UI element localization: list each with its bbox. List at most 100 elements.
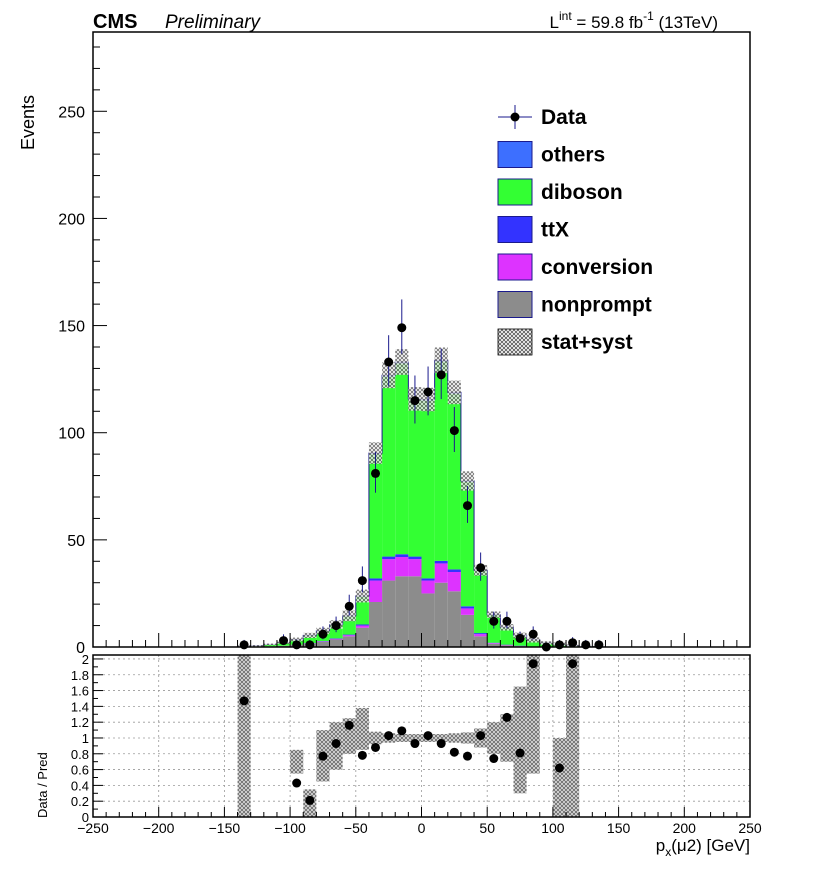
ratio-plot: 00.20.40.60.811.21.41.61.82−250 −200 −150−… xyxy=(71,652,762,836)
data-point xyxy=(568,638,578,648)
uncertainty-bin xyxy=(342,610,356,622)
ratio-point xyxy=(331,739,341,749)
ratio-point xyxy=(423,731,433,741)
bar-conversion xyxy=(474,634,488,637)
ratio-band-bin xyxy=(368,731,383,745)
ratio-band-bin xyxy=(237,655,251,817)
uncertainty-bin xyxy=(355,589,369,603)
x-tick-label: 100 xyxy=(541,820,565,836)
ratio-point xyxy=(410,739,420,749)
lumi-exp: -1 xyxy=(643,9,654,23)
bar-nonprompt xyxy=(408,576,422,647)
series-nonprompt xyxy=(250,576,567,648)
y-tick-label: 100 xyxy=(58,426,85,443)
data-point xyxy=(528,629,538,639)
bar-ttX xyxy=(460,606,475,609)
ratio-point xyxy=(371,742,381,752)
ratio-point xyxy=(305,795,315,805)
bar-nonprompt xyxy=(460,614,475,647)
series-ttX xyxy=(303,554,527,647)
legend-item-stat: stat+syst xyxy=(497,328,633,356)
legend-item-others: others xyxy=(497,141,605,168)
legend-swatch xyxy=(497,291,533,318)
ratio-point xyxy=(554,763,564,773)
legend-item-ttX: ttX xyxy=(497,216,569,243)
data-point xyxy=(594,640,604,650)
legend-swatch xyxy=(497,216,533,243)
ratio-point xyxy=(568,659,578,669)
data-points xyxy=(239,299,604,652)
ratio-y-tick-label: 0.4 xyxy=(71,778,89,793)
bar-ttX xyxy=(395,554,409,557)
bar-conversion xyxy=(382,559,396,581)
x-tick-label: 250 xyxy=(738,820,762,836)
y-axis-label: Events xyxy=(18,95,38,150)
bar-nonprompt xyxy=(421,593,435,647)
data-point xyxy=(357,576,367,586)
bar-diboson xyxy=(526,639,540,647)
bar-ttX xyxy=(408,556,422,560)
bar-conversion xyxy=(487,643,501,644)
data-point xyxy=(279,636,289,646)
x-axis-label-main: p xyxy=(656,836,665,855)
bar-nonprompt xyxy=(355,627,369,647)
data-point xyxy=(331,621,341,631)
ratio-band-bin xyxy=(460,732,475,744)
legend-swatch xyxy=(497,141,533,168)
x-tick-label: −50 xyxy=(344,820,368,836)
data-point xyxy=(449,426,459,436)
x-tick-label: −100 xyxy=(274,820,306,836)
bar-diboson xyxy=(382,376,396,557)
uncertainty-bin xyxy=(290,637,304,642)
bar-conversion xyxy=(355,625,369,628)
ratio-band-bin xyxy=(526,655,540,774)
bar-nonprompt xyxy=(316,641,330,647)
ratio-y-tick-label: 0 xyxy=(82,810,89,825)
bar-ttX xyxy=(368,578,383,581)
bar-ttX xyxy=(382,556,396,560)
ratio-point xyxy=(384,731,394,741)
legend-label: nonprompt xyxy=(541,294,652,317)
ratio-y-axis-label: Data / Pred xyxy=(35,752,50,818)
bar-nonprompt xyxy=(368,602,383,647)
data-point xyxy=(305,640,315,650)
x-tick-label: 150 xyxy=(607,820,631,836)
data-point xyxy=(476,563,486,573)
legend-label: stat+syst xyxy=(541,331,633,354)
ratio-band-bin xyxy=(355,707,369,750)
ratio-y-tick-label: 0.2 xyxy=(71,794,89,809)
ratio-band-bin xyxy=(500,714,514,762)
x-tick-label: −250 xyxy=(77,820,109,836)
bar-diboson xyxy=(263,644,277,647)
legend-data-marker xyxy=(510,112,520,122)
ratio-band-bin xyxy=(566,655,580,817)
ratio-point xyxy=(397,726,407,736)
bar-nonprompt xyxy=(500,645,514,647)
bar-diboson xyxy=(421,400,435,579)
legend-item-diboson: diboson xyxy=(497,178,623,206)
data-point xyxy=(344,601,354,611)
data-point xyxy=(410,396,420,406)
data-point xyxy=(436,370,446,380)
data-point xyxy=(371,468,381,478)
ratio-point xyxy=(239,696,249,706)
legend-label: ttX xyxy=(541,219,569,242)
legend-label: diboson xyxy=(541,181,623,204)
legend: Data others diboson ttX conversion nonprompt s… xyxy=(497,105,653,356)
x-tick-label: 200 xyxy=(673,820,697,836)
bar-ttX xyxy=(434,560,448,564)
legend-item-data: Data xyxy=(498,105,587,129)
x-tick-label: 0 xyxy=(418,820,426,836)
legend-swatch xyxy=(497,328,533,356)
ratio-band-bin xyxy=(408,734,422,742)
data-point xyxy=(502,616,512,626)
ratio-y-tick-label: 1.8 xyxy=(71,668,89,683)
uncertainty-bin xyxy=(447,380,461,405)
bar-conversion xyxy=(395,557,409,577)
bar-conversion xyxy=(447,572,461,592)
ratio-y-tick-label: 2 xyxy=(82,652,89,667)
ratio-band-bin xyxy=(395,734,409,742)
uncertainty-bin xyxy=(263,643,277,646)
ratio-band-bin xyxy=(447,733,461,743)
